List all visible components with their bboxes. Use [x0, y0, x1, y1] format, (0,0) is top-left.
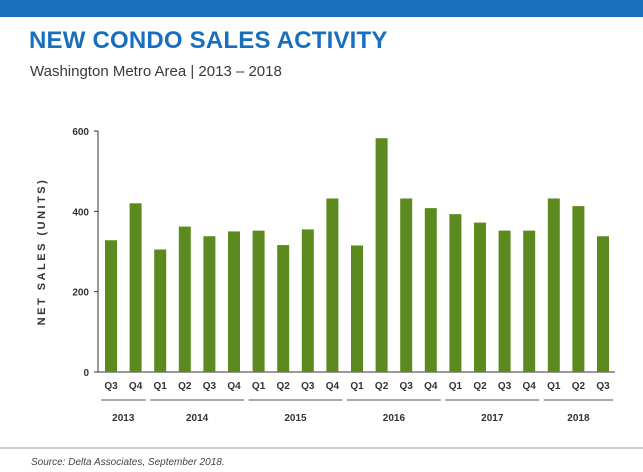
x-tick-label: Q2	[473, 381, 487, 392]
bar-chart: 0 200 400 600 NET SALES (UNITS) Q3 Q4 Q1 Q2 Q3 Q4 Q…	[36, 127, 615, 424]
x-tick-label: Q2	[375, 381, 389, 392]
source-note: Source: Delta Associates, September 2018…	[31, 457, 225, 468]
bar	[277, 245, 290, 372]
x-tick-label: Q2	[572, 381, 586, 392]
y-axis-title: NET SALES (UNITS)	[36, 178, 48, 326]
bar	[400, 198, 413, 372]
bar	[105, 240, 117, 372]
bar	[474, 222, 486, 372]
bar	[547, 198, 560, 372]
bar	[424, 208, 437, 372]
bar	[129, 203, 142, 372]
bar	[449, 214, 462, 372]
bar	[572, 206, 585, 372]
year-label: 2017	[481, 413, 504, 424]
y-tick-label: 400	[72, 207, 89, 218]
x-tick-label: Q4	[326, 381, 340, 392]
chart-subtitle: Washington Metro Area | 2013 – 2018	[30, 63, 282, 80]
footer-divider	[0, 447, 643, 449]
bar	[178, 226, 191, 372]
bar	[597, 236, 609, 372]
bar	[252, 230, 265, 372]
x-tick-label: Q4	[129, 381, 143, 392]
x-tick-label: Q2	[178, 381, 192, 392]
bar	[326, 198, 339, 372]
y-tick-label: 200	[72, 288, 89, 299]
x-tick-label: Q3	[596, 381, 610, 392]
x-tick-label: Q1	[252, 381, 266, 392]
x-tick-label: Q1	[154, 381, 168, 392]
year-label: 2013	[112, 413, 135, 424]
year-label: 2016	[383, 413, 406, 424]
x-tick-label: Q4	[227, 381, 241, 392]
x-tick-label: Q1	[547, 381, 561, 392]
bar	[228, 231, 240, 372]
bar	[301, 229, 314, 372]
x-tick-label: Q3	[301, 381, 315, 392]
bar	[523, 230, 536, 372]
x-tick-label: Q3	[400, 381, 414, 392]
x-tick-label: Q3	[203, 381, 217, 392]
y-tick-label: 600	[72, 127, 89, 138]
bar	[375, 138, 388, 372]
chart-title: NEW CONDO SALES ACTIVITY	[29, 27, 388, 54]
year-label: 2014	[186, 413, 209, 424]
x-tick-label: Q1	[350, 381, 364, 392]
y-tick-label: 0	[83, 368, 89, 379]
x-tick-label: Q3	[104, 381, 118, 392]
x-tick-label: Q1	[449, 381, 463, 392]
bar	[498, 230, 511, 372]
year-label: 2015	[284, 413, 307, 424]
bar	[154, 249, 167, 372]
year-label: 2018	[567, 413, 590, 424]
top-accent-bar	[0, 0, 643, 17]
x-tick-label: Q4	[424, 381, 438, 392]
x-tick-label: Q2	[277, 381, 291, 392]
bar	[351, 245, 363, 372]
bar	[203, 236, 216, 372]
x-tick-label: Q3	[498, 381, 512, 392]
x-tick-label: Q4	[523, 381, 537, 392]
